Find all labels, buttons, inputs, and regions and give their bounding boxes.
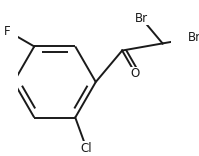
Text: Cl: Cl [81,142,92,155]
Text: Br: Br [188,31,199,44]
Text: O: O [131,67,140,80]
Text: F: F [4,24,11,38]
Text: Br: Br [135,12,148,25]
